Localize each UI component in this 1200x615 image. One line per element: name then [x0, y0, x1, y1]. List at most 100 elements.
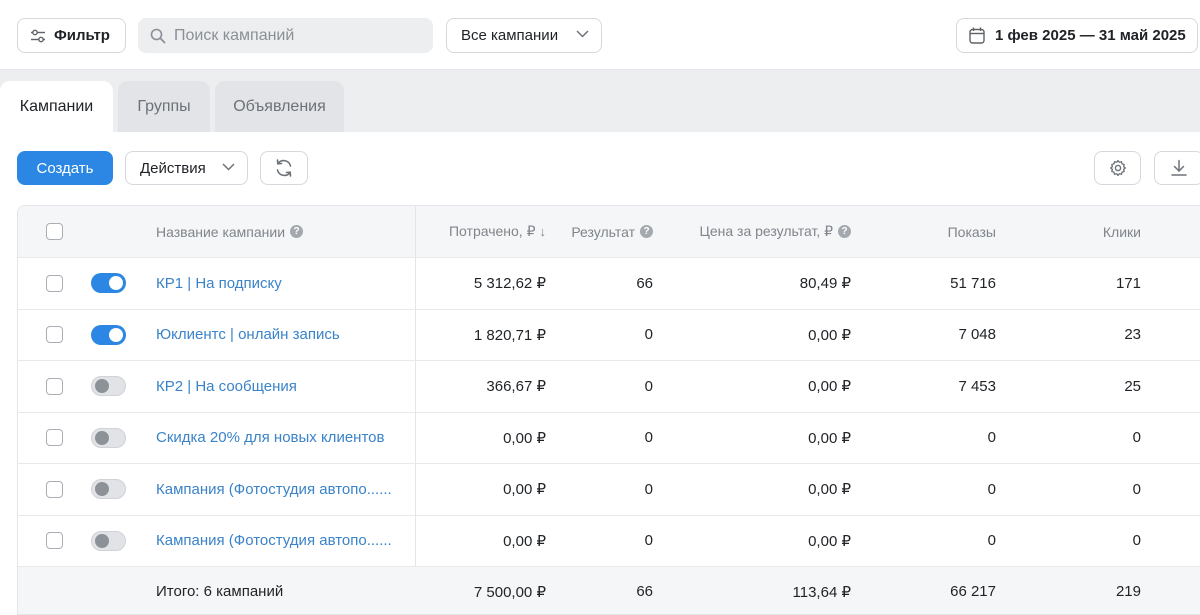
row-toggle-cell [91, 413, 127, 464]
sliders-icon [31, 29, 45, 42]
settings-button[interactable] [1094, 151, 1141, 185]
row-checkbox[interactable] [46, 480, 63, 498]
row-toggle-cell [91, 258, 127, 309]
header-clicks-label: Клики [1102, 223, 1141, 240]
sort-down-icon: ↓ [539, 224, 547, 239]
result-cell: 0 [644, 429, 653, 447]
actions-dropdown[interactable]: Действия [125, 151, 248, 185]
result-cell: 0 [644, 480, 653, 498]
header-price[interactable]: Цена за результат, ₽ ? [668, 206, 851, 257]
impressions-cell: 0 [987, 532, 996, 550]
tab-ads[interactable]: Объявления [215, 81, 344, 132]
campaign-toggle[interactable] [91, 427, 126, 448]
campaign-toggle[interactable] [91, 324, 126, 345]
toggle-knob [95, 379, 109, 394]
create-label: Создать [36, 159, 94, 177]
impressions-cell: 7 048 [958, 326, 996, 344]
header-spent-label: Потрачено, ₽ [448, 223, 536, 239]
create-button[interactable]: Создать [17, 151, 113, 185]
campaign-name-link[interactable]: КР1 | На подписку [156, 274, 282, 292]
header-name[interactable]: Название кампании ? [156, 206, 406, 257]
search-input[interactable] [174, 26, 414, 45]
row-checkbox[interactable] [46, 532, 63, 550]
spent-cell: 0,00 ₽ [503, 532, 546, 550]
row-checkbox[interactable] [46, 326, 63, 344]
question-icon[interactable]: ? [838, 225, 851, 238]
campaign-name-link[interactable]: Кампания (Фотостудия автопо...... [156, 480, 392, 498]
campaign-select[interactable]: Все кампании [446, 18, 602, 53]
select-all-checkbox[interactable] [46, 223, 63, 240]
header-impressions[interactable]: Показы [868, 206, 996, 257]
spent-cell: 1 820,71 ₽ [473, 326, 546, 344]
table-row: КР2 | На сообщения 366,67 ₽ 0 0,00 ₽ 7 4… [18, 361, 1200, 413]
clicks-cell: 25 [1124, 377, 1141, 395]
campaign-name-link[interactable]: Скидка 20% для новых клиентов [156, 429, 385, 447]
header-clicks[interactable]: Клики [1018, 206, 1141, 257]
result-cell: 66 [636, 274, 653, 292]
header-result[interactable]: Результат ? [558, 206, 653, 257]
campaign-toggle[interactable] [91, 376, 126, 397]
filter-button[interactable]: Фильтр [17, 18, 126, 53]
campaign-toggle[interactable] [91, 479, 126, 500]
row-checkbox[interactable] [46, 377, 63, 395]
refresh-button[interactable] [260, 151, 308, 185]
campaign-name-cell: Кампания (Фотостудия автопо...... [156, 516, 406, 567]
refresh-icon [276, 159, 292, 177]
row-checkbox[interactable] [46, 429, 63, 447]
table-row: Юклиентс | онлайн запись 1 820,71 ₽ 0 0,… [18, 309, 1200, 361]
header-name-label: Название кампании [156, 223, 286, 240]
campaign-toggle[interactable] [91, 273, 126, 294]
question-icon[interactable]: ? [640, 225, 653, 238]
tab-label: Объявления [233, 97, 326, 115]
price-cell: 0,00 ₽ [808, 429, 851, 447]
actions-label: Действия [140, 159, 206, 177]
row-select-cell [46, 310, 64, 361]
calendar-icon [969, 27, 985, 44]
row-toggle-cell [91, 464, 127, 515]
header-impressions-label: Показы [947, 223, 996, 240]
row-select-cell [46, 413, 64, 464]
spent-cell: 5 312,62 ₽ [473, 275, 546, 293]
price-cell: 0,00 ₽ [808, 326, 851, 344]
clicks-cell: 0 [1132, 532, 1141, 550]
chevron-down-icon [576, 30, 589, 38]
total-label: Итого: 6 кампаний [156, 583, 284, 600]
price-cell: 0,00 ₽ [808, 532, 851, 550]
row-toggle-cell [91, 516, 127, 567]
impressions-cell: 7 453 [958, 377, 996, 395]
price-cell: 0,00 ₽ [808, 481, 851, 499]
campaign-toggle[interactable] [91, 530, 126, 551]
row-checkbox[interactable] [46, 274, 63, 292]
campaign-name-cell: Кампания (Фотостудия автопо...... [156, 464, 406, 515]
table-header: Название кампании ? Потрачено, ₽ ↓ Резул… [18, 206, 1200, 258]
campaign-name-link[interactable]: КР2 | На сообщения [156, 377, 297, 395]
download-button[interactable] [1154, 151, 1200, 185]
campaign-select-value: Все кампании [461, 27, 559, 44]
clicks-cell: 171 [1115, 274, 1141, 292]
date-range-picker[interactable]: 1 фев 2025 — 31 май 2025 [956, 18, 1198, 53]
clicks-cell: 0 [1132, 429, 1141, 447]
campaign-name-link[interactable]: Юклиентс | онлайн запись [156, 326, 340, 344]
row-toggle-cell [91, 310, 127, 361]
question-icon[interactable]: ? [290, 225, 304, 238]
row-select-cell [46, 258, 64, 309]
toggle-knob [95, 482, 109, 497]
total-price: 113,64 ₽ [792, 583, 851, 601]
table-row: Кампания (Фотостудия автопо...... 0,00 ₽… [18, 515, 1200, 567]
table-row: КР1 | На подписку 5 312,62 ₽ 66 80,49 ₽ … [18, 258, 1200, 310]
date-range-label: 1 фев 2025 — 31 май 2025 [995, 27, 1186, 44]
campaign-name-cell: КР2 | На сообщения [156, 361, 406, 412]
search-box[interactable] [138, 18, 433, 53]
search-icon [150, 28, 166, 43]
header-result-label: Результат [571, 223, 635, 240]
tab-groups[interactable]: Группы [118, 81, 210, 132]
campaign-name-link[interactable]: Кампания (Фотостудия автопо...... [156, 532, 392, 550]
total-spent: 7 500,00 ₽ [473, 583, 546, 601]
filter-label: Фильтр [54, 27, 110, 44]
spent-cell: 0,00 ₽ [503, 481, 546, 499]
result-cell: 0 [644, 532, 653, 550]
tab-campaigns[interactable]: Кампании [0, 81, 113, 132]
toggle-knob [109, 327, 123, 342]
header-spent[interactable]: Потрачено, ₽ ↓ [416, 206, 546, 257]
toggle-knob [95, 533, 109, 548]
